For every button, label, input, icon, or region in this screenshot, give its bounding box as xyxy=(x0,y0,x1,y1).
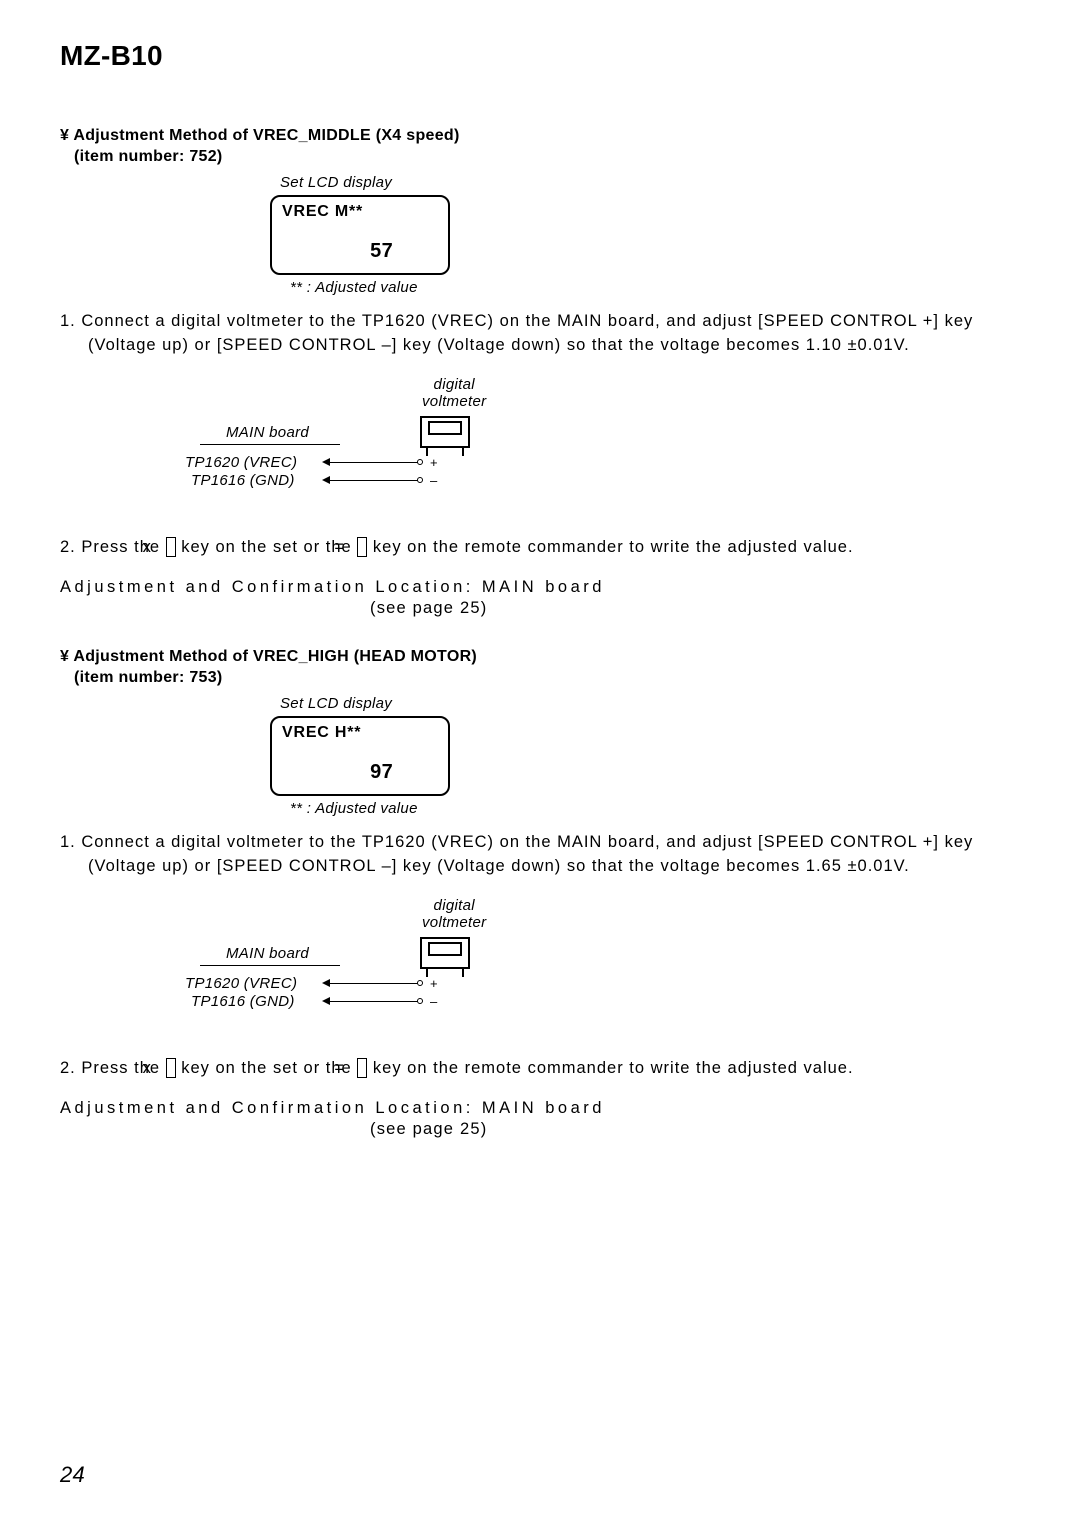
plus-sign: + xyxy=(430,976,438,991)
adjusted-value-note: ** : Adjusted value xyxy=(290,279,1020,296)
wire-plus xyxy=(330,983,420,985)
equals-key-icon: = xyxy=(357,1058,367,1078)
title-text: Adjustment Method of VREC_MIDDLE (X4 spe… xyxy=(73,127,459,144)
bullet: ¥ xyxy=(60,127,69,144)
section-title: ¥ Adjustment Method of VREC_MIDDLE (X4 s… xyxy=(60,127,1020,145)
section-vrec-middle: ¥ Adjustment Method of VREC_MIDDLE (X4 s… xyxy=(60,127,1020,618)
plus-sign: + xyxy=(430,455,438,470)
page-number: 24 xyxy=(60,1462,85,1488)
node-plus xyxy=(417,980,423,986)
arrow-1 xyxy=(322,979,330,987)
node-minus xyxy=(417,477,423,483)
bullet: ¥ xyxy=(60,648,69,665)
step-1: 1. Connect a digital voltmeter to the TP… xyxy=(88,310,1020,358)
title-text: Adjustment Method of VREC_HIGH (HEAD MOT… xyxy=(73,648,477,665)
step-1: 1. Connect a digital voltmeter to the TP… xyxy=(88,831,1020,879)
brace xyxy=(200,444,340,452)
voltmeter-diagram: digital voltmeter MAIN board TP1620 (VRE… xyxy=(60,897,1020,1027)
step2-post: key on the remote commander to write the… xyxy=(367,538,853,556)
section-title: ¥ Adjustment Method of VREC_HIGH (HEAD M… xyxy=(60,648,1020,666)
brace xyxy=(200,965,340,973)
lcd-caption: Set LCD display xyxy=(280,695,1020,712)
adjusted-value-note: ** : Adjusted value xyxy=(290,800,1020,817)
step2-mid: key on the set or the xyxy=(176,1059,358,1077)
voltmeter-icon xyxy=(420,937,470,969)
minus-sign: – xyxy=(430,994,438,1009)
step-2: 2. Press the x key on the set or the = k… xyxy=(88,536,1020,560)
arrow-2 xyxy=(322,997,330,1005)
location-line: Adjustment and Confirmation Location: MA… xyxy=(60,578,1020,597)
minus-sign: – xyxy=(430,473,438,488)
location-page-ref: (see page 25) xyxy=(370,599,1020,618)
location-page-ref: (see page 25) xyxy=(370,1120,1020,1139)
main-board-label: MAIN board xyxy=(226,424,309,441)
wire-minus xyxy=(330,1001,420,1003)
step-2: 2. Press the x key on the set or the = k… xyxy=(88,1057,1020,1081)
x-key-icon: x xyxy=(166,1058,176,1078)
step2-post: key on the remote commander to write the… xyxy=(367,1059,853,1077)
x-key-icon: x xyxy=(166,537,176,557)
lcd-line1: VREC M** xyxy=(282,203,438,221)
location-line: Adjustment and Confirmation Location: MA… xyxy=(60,1099,1020,1118)
step2-mid: key on the set or the xyxy=(176,538,358,556)
voltmeter-label: digital voltmeter xyxy=(422,376,486,411)
voltmeter-diagram: digital voltmeter MAIN board TP1620 (VRE… xyxy=(60,376,1020,506)
arrow-2 xyxy=(322,476,330,484)
tp1616-label: TP1616 (GND) xyxy=(191,472,295,489)
arrow-1 xyxy=(322,458,330,466)
voltmeter-label: digital voltmeter xyxy=(422,897,486,932)
equals-key-icon: = xyxy=(357,537,367,557)
section-subtitle: (item number: 752) xyxy=(74,148,1020,166)
wire-plus xyxy=(330,462,420,464)
model-header: MZ-B10 xyxy=(60,40,1020,72)
node-minus xyxy=(417,998,423,1004)
voltmeter-icon xyxy=(420,416,470,448)
lcd-display: VREC M** 57 xyxy=(270,195,1020,275)
lcd-line1: VREC H** xyxy=(282,724,438,742)
section-subtitle: (item number: 753) xyxy=(74,669,1020,687)
main-board-label: MAIN board xyxy=(226,945,309,962)
section-vrec-high: ¥ Adjustment Method of VREC_HIGH (HEAD M… xyxy=(60,648,1020,1139)
lcd-caption: Set LCD display xyxy=(280,174,1020,191)
wire-minus xyxy=(330,480,420,482)
node-plus xyxy=(417,459,423,465)
lcd-line2: 57 xyxy=(370,240,393,263)
lcd-display: VREC H** 97 xyxy=(270,716,1020,796)
tp1620-label: TP1620 (VREC) xyxy=(185,454,297,471)
tp1620-label: TP1620 (VREC) xyxy=(185,975,297,992)
lcd-line2: 97 xyxy=(370,761,393,784)
tp1616-label: TP1616 (GND) xyxy=(191,993,295,1010)
